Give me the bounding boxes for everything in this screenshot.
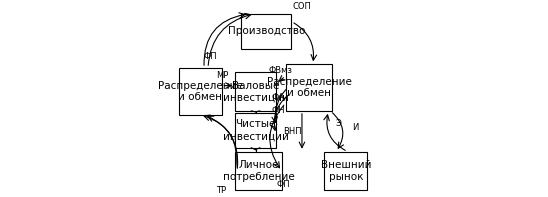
Text: ФА: ФА	[271, 93, 284, 102]
FancyBboxPatch shape	[235, 152, 282, 190]
FancyBboxPatch shape	[235, 72, 276, 111]
FancyBboxPatch shape	[179, 68, 221, 115]
Text: СОП: СОП	[293, 2, 312, 11]
FancyBboxPatch shape	[286, 64, 332, 111]
Text: Производство: Производство	[227, 26, 305, 36]
Text: ТР: ТР	[216, 186, 227, 195]
Text: Распределение
и обмен: Распределение и обмен	[266, 77, 351, 98]
Text: ФН: ФН	[271, 106, 285, 115]
Text: МР: МР	[216, 72, 229, 80]
Text: Личное
потребление: Личное потребление	[222, 160, 294, 182]
Text: Внешний
рынок: Внешний рынок	[321, 160, 371, 182]
Text: ФП: ФП	[277, 180, 290, 189]
Text: ФП: ФП	[203, 52, 217, 61]
Text: ВНП: ВНП	[283, 127, 301, 136]
Text: Э: Э	[335, 119, 341, 128]
FancyBboxPatch shape	[235, 113, 276, 148]
Text: ФВмз: ФВмз	[269, 66, 293, 75]
Text: И: И	[352, 123, 359, 132]
FancyBboxPatch shape	[324, 152, 367, 190]
FancyBboxPatch shape	[241, 14, 292, 49]
Text: Распределение
и обмен: Распределение и обмен	[158, 81, 243, 102]
Text: Чистые
инвестиции: Чистые инвестиции	[222, 120, 288, 141]
Text: Валовые
инвестиции: Валовые инвестиции	[222, 81, 288, 102]
